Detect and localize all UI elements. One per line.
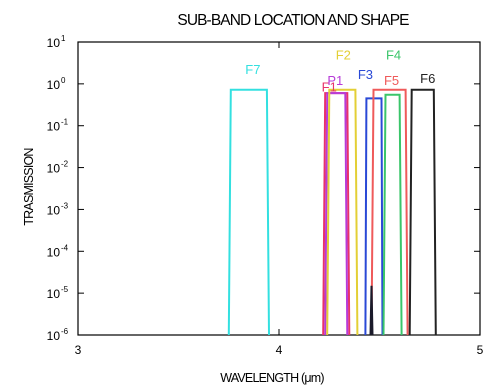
y-tick-exponent: -2	[61, 160, 69, 169]
y-tick-exponent: -6	[61, 327, 69, 336]
y-tick-label: 10	[47, 120, 61, 134]
series-p1-line	[324, 92, 349, 336]
series-f2-line	[326, 88, 359, 336]
x-axis-label: WAVELENGTH (μm)	[220, 371, 324, 385]
y-tick-exponent: -3	[61, 201, 69, 210]
y-tick-label: 10	[47, 203, 61, 217]
chart-title: SUB-BAND LOCATION AND SHAPE	[177, 12, 409, 29]
series-8-line	[369, 285, 374, 336]
y-tick-label: 10	[47, 36, 61, 50]
series-f6-label: F6	[420, 71, 435, 86]
series-f7-line	[227, 88, 270, 336]
x-tick-label: 5	[477, 343, 484, 357]
series-f2-label: F2	[336, 48, 351, 63]
x-tick-label: 4	[276, 343, 283, 357]
y-tick-label: 10	[47, 78, 61, 92]
y-tick-label: 10	[47, 329, 61, 343]
series-f5-line	[370, 88, 409, 336]
y-tick-exponent: 0	[61, 76, 66, 85]
y-tick-exponent: -4	[61, 243, 69, 252]
series-layer	[227, 88, 437, 336]
series-f4-line	[382, 93, 403, 336]
y-tick-exponent: -1	[61, 118, 69, 127]
x-tick-label: 3	[75, 343, 82, 357]
series-f5-label: F5	[384, 73, 399, 88]
series-f7-label: F7	[245, 62, 260, 77]
y-tick-label: 10	[47, 245, 61, 259]
y-tick-label: 10	[47, 162, 61, 176]
y-axis-label: TRASMISSION	[22, 148, 36, 226]
series-f6-line	[408, 88, 437, 336]
y-tick-exponent: -5	[61, 285, 69, 294]
series-p1-label: P1	[327, 73, 343, 88]
y-tick-label: 10	[47, 287, 61, 301]
axis-layer: 10 110 010 -110 -210 -310 -410 -510 -63 4 5	[47, 34, 484, 357]
series-f1-label: F1	[322, 80, 337, 95]
series-f4-label: F4	[386, 48, 401, 63]
y-tick-exponent: 1	[61, 34, 66, 43]
series-f3-label: F3	[358, 67, 373, 82]
